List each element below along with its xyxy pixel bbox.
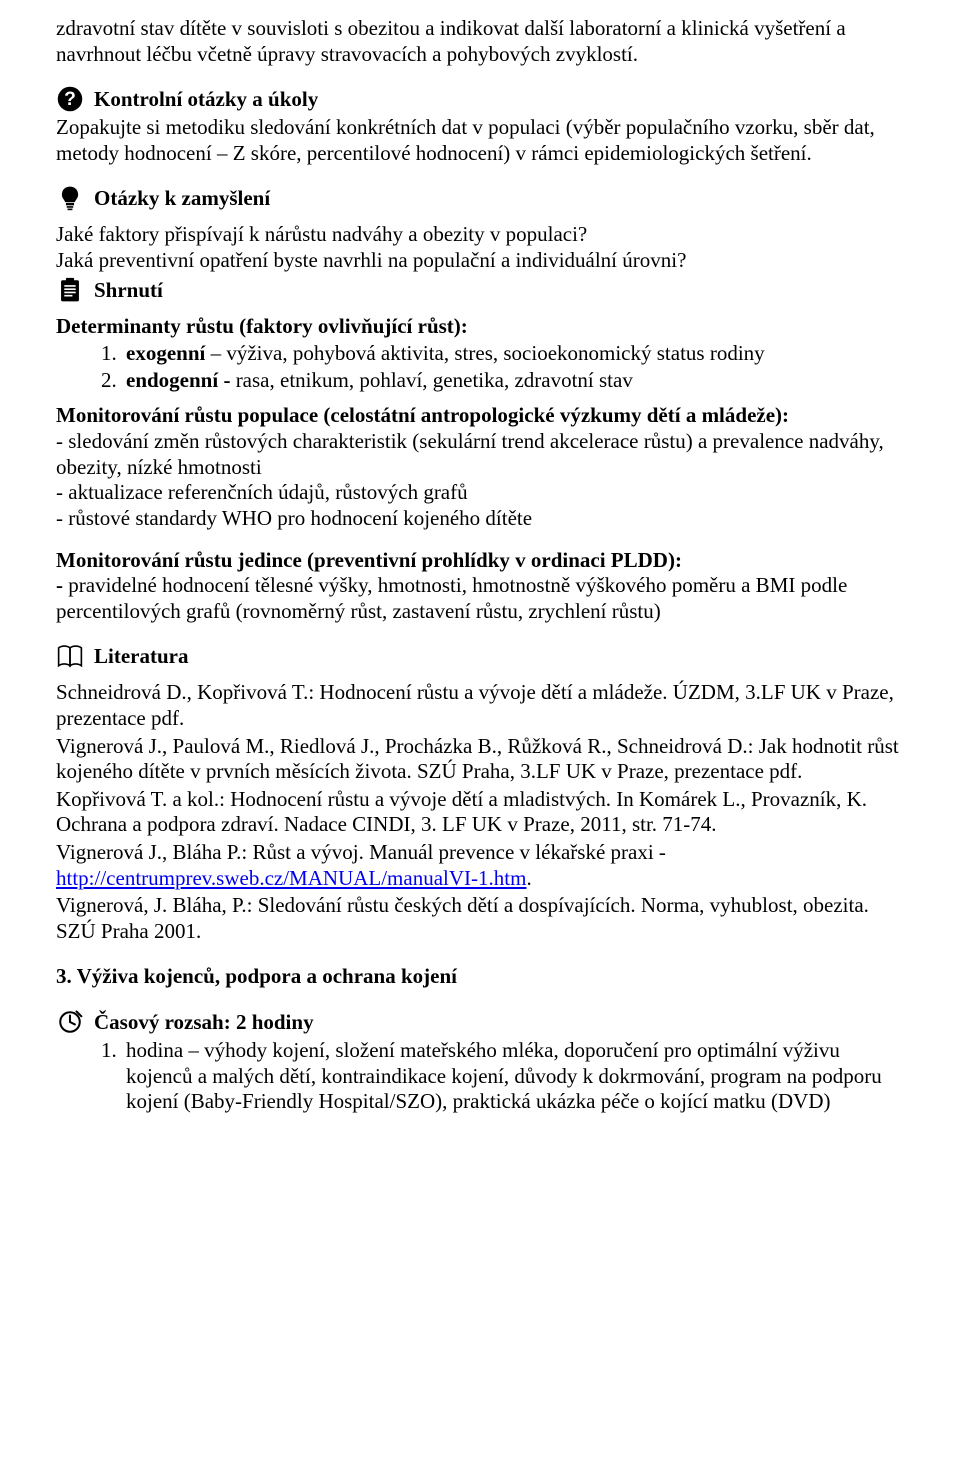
det-item-bold: exogenní bbox=[126, 341, 205, 365]
mon-ind-title: Monitorování růstu jedince (preventivní … bbox=[56, 548, 904, 574]
mon-ind-body: - pravidelné hodnocení tělesné výšky, hm… bbox=[56, 573, 904, 624]
section-shrnuti-header: Shrnutí bbox=[56, 276, 904, 304]
section-otazky-header: Otázky k zamyšlení bbox=[56, 184, 904, 212]
lit-r4a: Vignerová J., Bláha P.: Růst a vývoj. Ma… bbox=[56, 840, 666, 864]
intro-paragraph: zdravotní stav dítěte v souvisloti s obe… bbox=[56, 16, 904, 67]
lit-ref: Vignerová, J. Bláha, P.: Sledování růstu… bbox=[56, 893, 904, 944]
section-3-list: hodina – výhody kojení, složení mateřské… bbox=[56, 1038, 904, 1115]
lit-r4b: . bbox=[526, 866, 531, 890]
otazky-body: Jaké faktory přispívají k nárůstu nadváh… bbox=[56, 222, 904, 273]
det-item-rest: – výživa, pohybová aktivita, stres, soci… bbox=[205, 341, 764, 365]
section-literatura-title: Literatura bbox=[94, 642, 188, 670]
det-item-bold: endogenní - bbox=[126, 368, 230, 392]
kontrolni-body: Zopakujte si metodiku sledování konkrétn… bbox=[56, 115, 904, 166]
clipboard-icon bbox=[56, 276, 84, 304]
section-kontrolni-header: ? Kontrolní otázky a úkoly bbox=[56, 85, 904, 113]
section-otazky-title: Otázky k zamyšlení bbox=[94, 184, 270, 212]
clock-icon bbox=[56, 1008, 84, 1036]
otazky-q2: Jaká preventivní opatření byste navrhli … bbox=[56, 248, 904, 274]
section-3-time-row: Časový rozsah: 2 hodiny bbox=[56, 1008, 904, 1036]
det-item-rest: rasa, etnikum, pohlaví, genetika, zdravo… bbox=[230, 368, 632, 392]
lit-link[interactable]: http://centrumprev.sweb.cz/MANUAL/manual… bbox=[56, 866, 526, 890]
section-3-title: 3. Výživa kojenců, podpora a ochrana koj… bbox=[56, 964, 904, 990]
document-page: zdravotní stav dítěte v souvisloti s obe… bbox=[0, 0, 960, 1165]
lightbulb-icon bbox=[56, 184, 84, 212]
lit-ref: Kopřivová T. a kol.: Hodnocení růstu a v… bbox=[56, 787, 904, 838]
lit-ref: Schneidrová D., Kopřivová T.: Hodnocení … bbox=[56, 680, 904, 731]
book-icon bbox=[56, 642, 84, 670]
section-literatura-header: Literatura bbox=[56, 642, 904, 670]
mon-pop-title: Monitorování růstu populace (celostátní … bbox=[56, 403, 904, 429]
mon-ind-text: pravidelné hodnocení tělesné výšky, hmot… bbox=[56, 573, 847, 623]
lit-ref: Vignerová J., Paulová M., Riedlová J., P… bbox=[56, 734, 904, 785]
mon-pop-l1: - sledování změn růstových charakteristi… bbox=[56, 429, 904, 480]
list-item: endogenní - rasa, etnikum, pohlaví, gene… bbox=[122, 368, 904, 394]
lit-ref: Vignerová J., Bláha P.: Růst a vývoj. Ma… bbox=[56, 840, 904, 891]
shrnuti-det-title: Determinanty růstu (faktory ovlivňující … bbox=[56, 314, 904, 340]
mon-pop-l2: - aktualizace referenčních údajů, růstov… bbox=[56, 480, 904, 506]
list-item: hodina – výhody kojení, složení mateřské… bbox=[122, 1038, 904, 1115]
section-shrnuti-title: Shrnutí bbox=[94, 276, 163, 304]
svg-text:?: ? bbox=[64, 89, 76, 110]
list-item: exogenní – výživa, pohybová aktivita, st… bbox=[122, 341, 904, 367]
mon-ind-dash: - bbox=[56, 573, 68, 597]
otazky-q1: Jaké faktory přispívají k nárůstu nadváh… bbox=[56, 222, 904, 248]
literature-block: Schneidrová D., Kopřivová T.: Hodnocení … bbox=[56, 680, 904, 944]
section-3-time: Časový rozsah: 2 hodiny bbox=[94, 1008, 314, 1036]
mon-pop-l3: - růstové standardy WHO pro hodnocení ko… bbox=[56, 506, 904, 532]
section-kontrolni-title: Kontrolní otázky a úkoly bbox=[94, 85, 318, 113]
question-mark-icon: ? bbox=[56, 85, 84, 113]
shrnuti-det-list: exogenní – výživa, pohybová aktivita, st… bbox=[56, 341, 904, 393]
